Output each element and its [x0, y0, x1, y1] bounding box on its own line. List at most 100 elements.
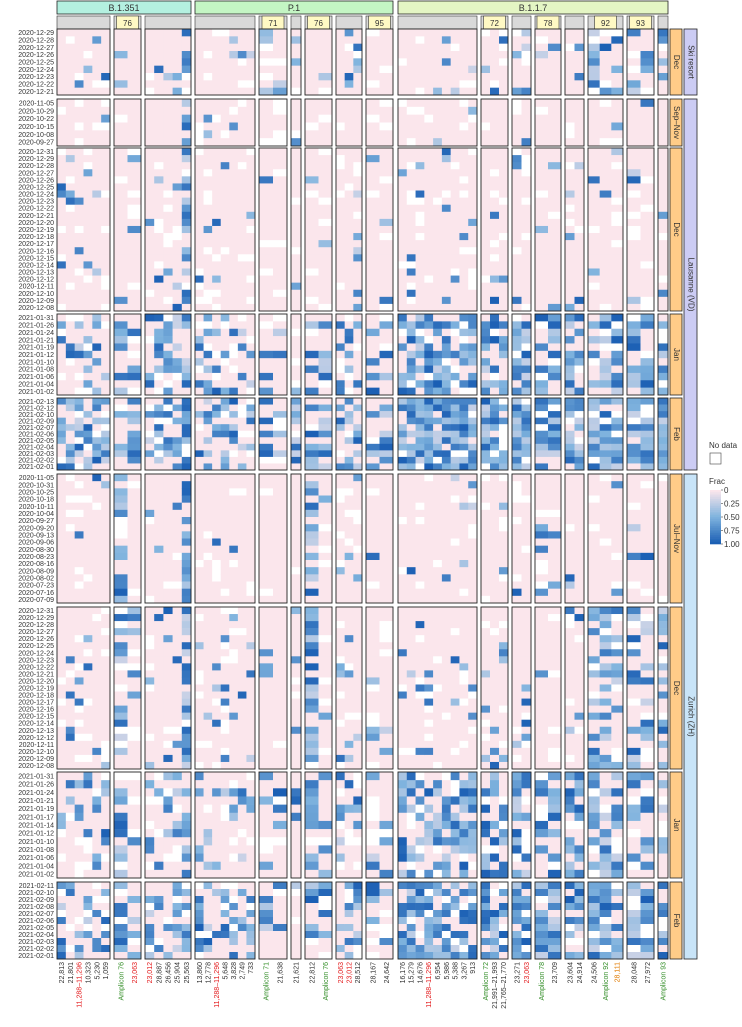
- heatmap-cell: [114, 740, 128, 749]
- heatmap-cell: [195, 282, 204, 291]
- heatmap-cell: [74, 649, 84, 657]
- heatmap-cell: [181, 733, 192, 742]
- heatmap-cell: [145, 314, 155, 322]
- heatmap-cell: [490, 289, 500, 298]
- heatmap-cell: [588, 495, 600, 503]
- heatmap-cell: [658, 463, 669, 471]
- heatmap-cell: [57, 456, 67, 464]
- heatmap-cell: [57, 36, 67, 44]
- heatmap-cell: [565, 411, 575, 418]
- heatmap-cell: [366, 162, 380, 170]
- heatmap-cell: [127, 314, 142, 322]
- heatmap-cell: [499, 365, 509, 374]
- heatmap-cell: [588, 481, 600, 489]
- heatmap-cell: [588, 531, 600, 539]
- heatmap-cell: [441, 581, 451, 589]
- heatmap-cell: [499, 303, 509, 312]
- heatmap-cell: [640, 380, 655, 388]
- heatmap-cell: [398, 417, 408, 425]
- heatmap-cell: [441, 162, 451, 170]
- heatmap-cell: [212, 29, 222, 37]
- heatmap-cell: [611, 211, 624, 220]
- heatmap-cell: [74, 254, 84, 262]
- heatmap-cell: [415, 343, 425, 352]
- heatmap-cell: [101, 138, 111, 147]
- heatmap-cell: [481, 350, 491, 359]
- heatmap-cell: [565, 197, 575, 205]
- heatmap-cell: [379, 531, 394, 539]
- heatmap-cell: [92, 567, 102, 575]
- heatmap-cell: [291, 197, 302, 205]
- heatmap-cell: [599, 99, 612, 108]
- heatmap-cell: [65, 588, 75, 597]
- heatmap-cell: [336, 588, 345, 597]
- heatmap-cell: [101, 761, 111, 770]
- heatmap-cell: [353, 517, 363, 525]
- heatmap-cell: [65, 43, 75, 52]
- heatmap-cell: [127, 261, 142, 269]
- heatmap-cell: [353, 437, 363, 445]
- heatmap-cell: [406, 424, 416, 432]
- heatmap-cell: [490, 122, 500, 131]
- heatmap-cell: [344, 211, 354, 220]
- heatmap-cell: [212, 328, 222, 337]
- heatmap-cell: [450, 574, 460, 582]
- heatmap-cell: [336, 296, 345, 305]
- heatmap-cell: [658, 538, 669, 546]
- heatmap-cell: [203, 314, 213, 322]
- heatmap-cell: [415, 463, 425, 471]
- heatmap-cell: [220, 635, 230, 643]
- heatmap-cell: [181, 595, 192, 604]
- heatmap-cell: [588, 328, 600, 337]
- heatmap-cell: [599, 51, 612, 59]
- heatmap-cell: [305, 747, 319, 756]
- heatmap-cell: [220, 621, 230, 629]
- heatmap-cell: [57, 233, 67, 241]
- heatmap-cell: [424, 417, 434, 425]
- heatmap-cell: [627, 122, 641, 131]
- heatmap-cell: [92, 430, 102, 438]
- heatmap-cell: [490, 43, 500, 52]
- heatmap-cell: [424, 87, 434, 96]
- heatmap-cell: [163, 225, 173, 234]
- heatmap-cell: [336, 268, 345, 276]
- heatmap-cell: [291, 545, 302, 554]
- heatmap-cell: [181, 588, 192, 597]
- heatmap-cell: [101, 247, 111, 255]
- heatmap-cell: [398, 197, 408, 205]
- heatmap-cell: [640, 254, 655, 262]
- heatmap-cell: [181, 261, 192, 269]
- heatmap-cell: [273, 58, 288, 66]
- heatmap-cell: [65, 138, 75, 147]
- heatmap-cell: [195, 365, 204, 374]
- heatmap-cell: [588, 289, 600, 298]
- heatmap-cell: [424, 321, 434, 330]
- heatmap-cell: [92, 588, 102, 597]
- heatmap-cell: [154, 531, 164, 539]
- heatmap-cell: [379, 43, 394, 52]
- heatmap-cell: [273, 488, 288, 496]
- heatmap-cell: [588, 240, 600, 248]
- heatmap-cell: [291, 524, 302, 532]
- heatmap-cell: [658, 350, 669, 359]
- heatmap-cell: [481, 488, 491, 496]
- heatmap-cell: [163, 211, 173, 220]
- heatmap-cell: [145, 621, 155, 629]
- heatmap-cell: [291, 240, 302, 248]
- heatmap-cell: [548, 538, 562, 546]
- heatmap-cell: [65, 567, 75, 575]
- heatmap-cell: [565, 282, 575, 291]
- heatmap-cell: [450, 509, 460, 518]
- heatmap-cell: [379, 218, 394, 227]
- heatmap-cell: [565, 365, 575, 374]
- heatmap-cell: [172, 225, 183, 234]
- heatmap-cell: [353, 642, 363, 650]
- heatmap-cell: [203, 372, 213, 381]
- heatmap-cell: [246, 726, 256, 735]
- heatmap-cell: [548, 314, 562, 322]
- heatmap-cell: [127, 733, 142, 742]
- heatmap-cell: [92, 233, 102, 241]
- heatmap-cell: [406, 481, 416, 489]
- heatmap-cell: [259, 99, 274, 108]
- heatmap-cell: [291, 106, 302, 115]
